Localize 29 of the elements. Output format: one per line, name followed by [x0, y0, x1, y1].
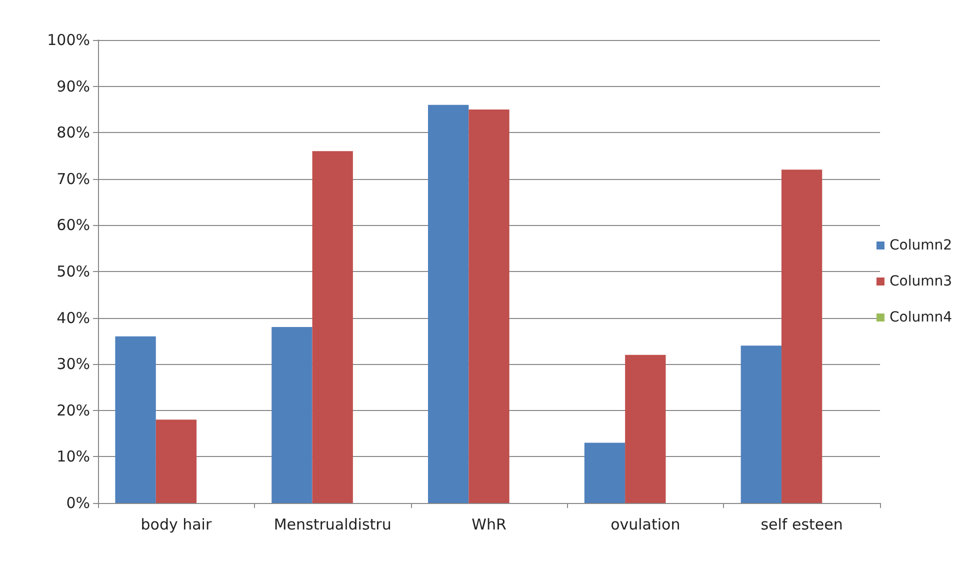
bar	[115, 336, 156, 503]
y-tick-label: 70%	[56, 170, 90, 188]
y-tick-label: 10%	[56, 448, 90, 466]
bar	[584, 442, 626, 503]
y-tick-label: 90%	[56, 77, 90, 96]
y-tick-label: 100%	[47, 31, 90, 49]
bar	[468, 109, 510, 503]
y-tick-label: 50%	[56, 262, 90, 280]
bar	[312, 151, 353, 503]
legend-label: Column3	[889, 274, 952, 290]
x-tick-label: self esteen	[760, 516, 843, 534]
y-tick-label: 30%	[56, 355, 90, 374]
bar	[625, 354, 666, 503]
y-tick-label: 20%	[56, 401, 90, 420]
x-tick-label: Menstrualdistru	[274, 516, 392, 534]
y-tick-label: 80%	[56, 124, 90, 142]
y-tick-label: 40%	[56, 308, 90, 327]
bar	[272, 327, 312, 503]
y-tick-label: 60%	[56, 216, 90, 234]
bar	[428, 104, 469, 503]
bar	[156, 420, 197, 503]
x-tick-label: body hair	[140, 516, 212, 534]
y-tick-label: 0%	[66, 494, 90, 512]
bar	[740, 346, 782, 503]
bar	[781, 170, 822, 503]
x-tick-label: WhR	[472, 516, 506, 534]
x-tick-label: ovulation	[610, 516, 680, 534]
legend-label: Column2	[889, 238, 952, 254]
legend-label: Column4	[889, 310, 952, 326]
